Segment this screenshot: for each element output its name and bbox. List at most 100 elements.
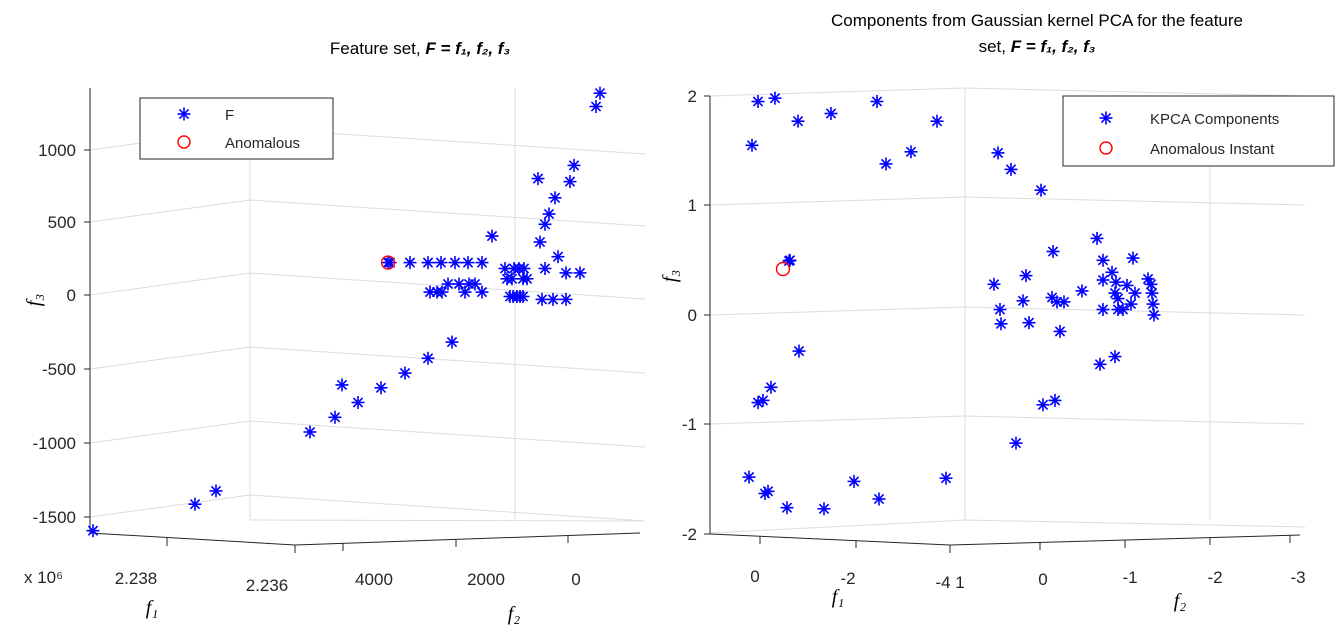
f2-tick-label: 1 [955,573,964,592]
data-point [461,256,475,270]
legend-star-icon [177,107,191,121]
data-point [434,256,448,270]
data-point [1126,251,1140,265]
legend-entry: Anomalous [225,135,300,152]
data-point [421,351,435,365]
data-point [303,425,317,439]
data-point [930,114,944,128]
f3-tick-label: 1000 [38,141,76,160]
data-point [538,262,552,275]
data-point [1022,316,1036,330]
data-point [475,285,489,299]
anomalous-marker [380,255,396,270]
data-point [1075,284,1089,298]
chart-left-ylabel: f₂ [508,603,521,625]
data-point [1096,303,1110,316]
data-point [1046,245,1060,258]
data-point [1016,294,1030,308]
data-point [351,396,365,409]
data-point [780,501,794,515]
data-point [1090,231,1104,245]
data-point [1048,393,1062,407]
data-point [751,95,765,108]
data-point [879,157,893,171]
data-point [398,366,412,380]
data-point [593,86,607,100]
chart-right-title-line2: set, F = f₁, f₂, f₃ [979,37,1096,56]
chart-right-points [742,91,1161,516]
data-point [1053,324,1067,338]
f3-tick-label: 0 [67,286,76,305]
data-point [498,262,512,275]
data-point [535,292,549,306]
data-point [768,91,782,105]
chart-right-f2-ticks: 1 0 -1 -2 -3 [955,568,1305,592]
data-point [904,145,918,159]
data-point [533,235,547,249]
data-point [485,229,499,243]
data-point [1004,162,1018,176]
chart-right-title-line1: Components from Gaussian kernel PCA for … [831,11,1243,30]
legend-entry: F [225,107,234,124]
legend-star-marker [1099,111,1113,125]
data-point [1144,277,1158,291]
legend-anomalous-marker [1099,141,1113,155]
f2-tick-label: 0 [571,570,580,589]
chart-right-ylabel: f₂ [1174,590,1187,612]
data-point [824,107,838,120]
data-point [1147,308,1161,322]
chart-right-zlabel: f₃ [659,270,681,283]
data-point [1034,183,1048,197]
f1-tick-label: -4 [935,573,950,592]
legend-star-icon [1099,111,1113,125]
f2-tick-label: 0 [1038,570,1047,589]
legend-entry: Anomalous Instant [1150,141,1275,158]
data-point [458,285,472,299]
data-point [1096,273,1110,287]
data-point [939,471,953,485]
chart-right-axes [704,95,1301,553]
chart-left: Feature set, F = f₁, f₂, f₃ [23,39,646,625]
chart-left-xlabel: f₁ [146,597,159,619]
f3-tick-label: 0 [688,306,697,325]
data-point [517,262,531,275]
data-point [1036,398,1050,412]
data-point [452,277,466,291]
f3-tick-label: 2 [688,87,697,106]
data-point [441,277,455,291]
f2-tick-label: -1 [1122,568,1137,587]
data-point [847,474,861,488]
f1-tick-label: 2.236 [246,576,289,595]
f2-tick-label: -2 [1207,568,1222,587]
data-point [1120,278,1134,292]
data-point [745,138,759,152]
data-point [559,266,573,280]
anomalous-marker [775,261,791,277]
anomalous-data-point [381,256,395,270]
data-point [1093,357,1107,371]
legend-star-marker [177,107,191,121]
chart-left-points [86,86,607,538]
data-point [761,484,775,498]
data-point [445,335,459,349]
data-point [764,380,778,394]
data-point [1109,275,1123,289]
data-point [987,277,1001,291]
data-point [531,172,545,186]
data-point [335,378,349,392]
data-point [563,175,577,189]
data-point [573,266,587,280]
exponent-label: x 10⁶ [24,568,63,587]
chart-left-zlabel: f₃ [23,294,45,307]
f1-tick-label: -2 [840,569,855,588]
chart-right-legend: KPCA Components Anomalous Instant [1062,95,1335,167]
data-point [374,381,388,395]
chart-right-f3-ticks: 2 1 0 -1 -2 [682,87,697,544]
data-point [475,256,489,270]
legend-anomalous-marker [177,135,191,149]
data-point [546,292,560,306]
data-point [328,410,342,424]
f1-tick-label: 2.238 [115,569,158,588]
chart-left-f1-ticks: 2.238 2.236 x 10⁶ [24,568,288,595]
